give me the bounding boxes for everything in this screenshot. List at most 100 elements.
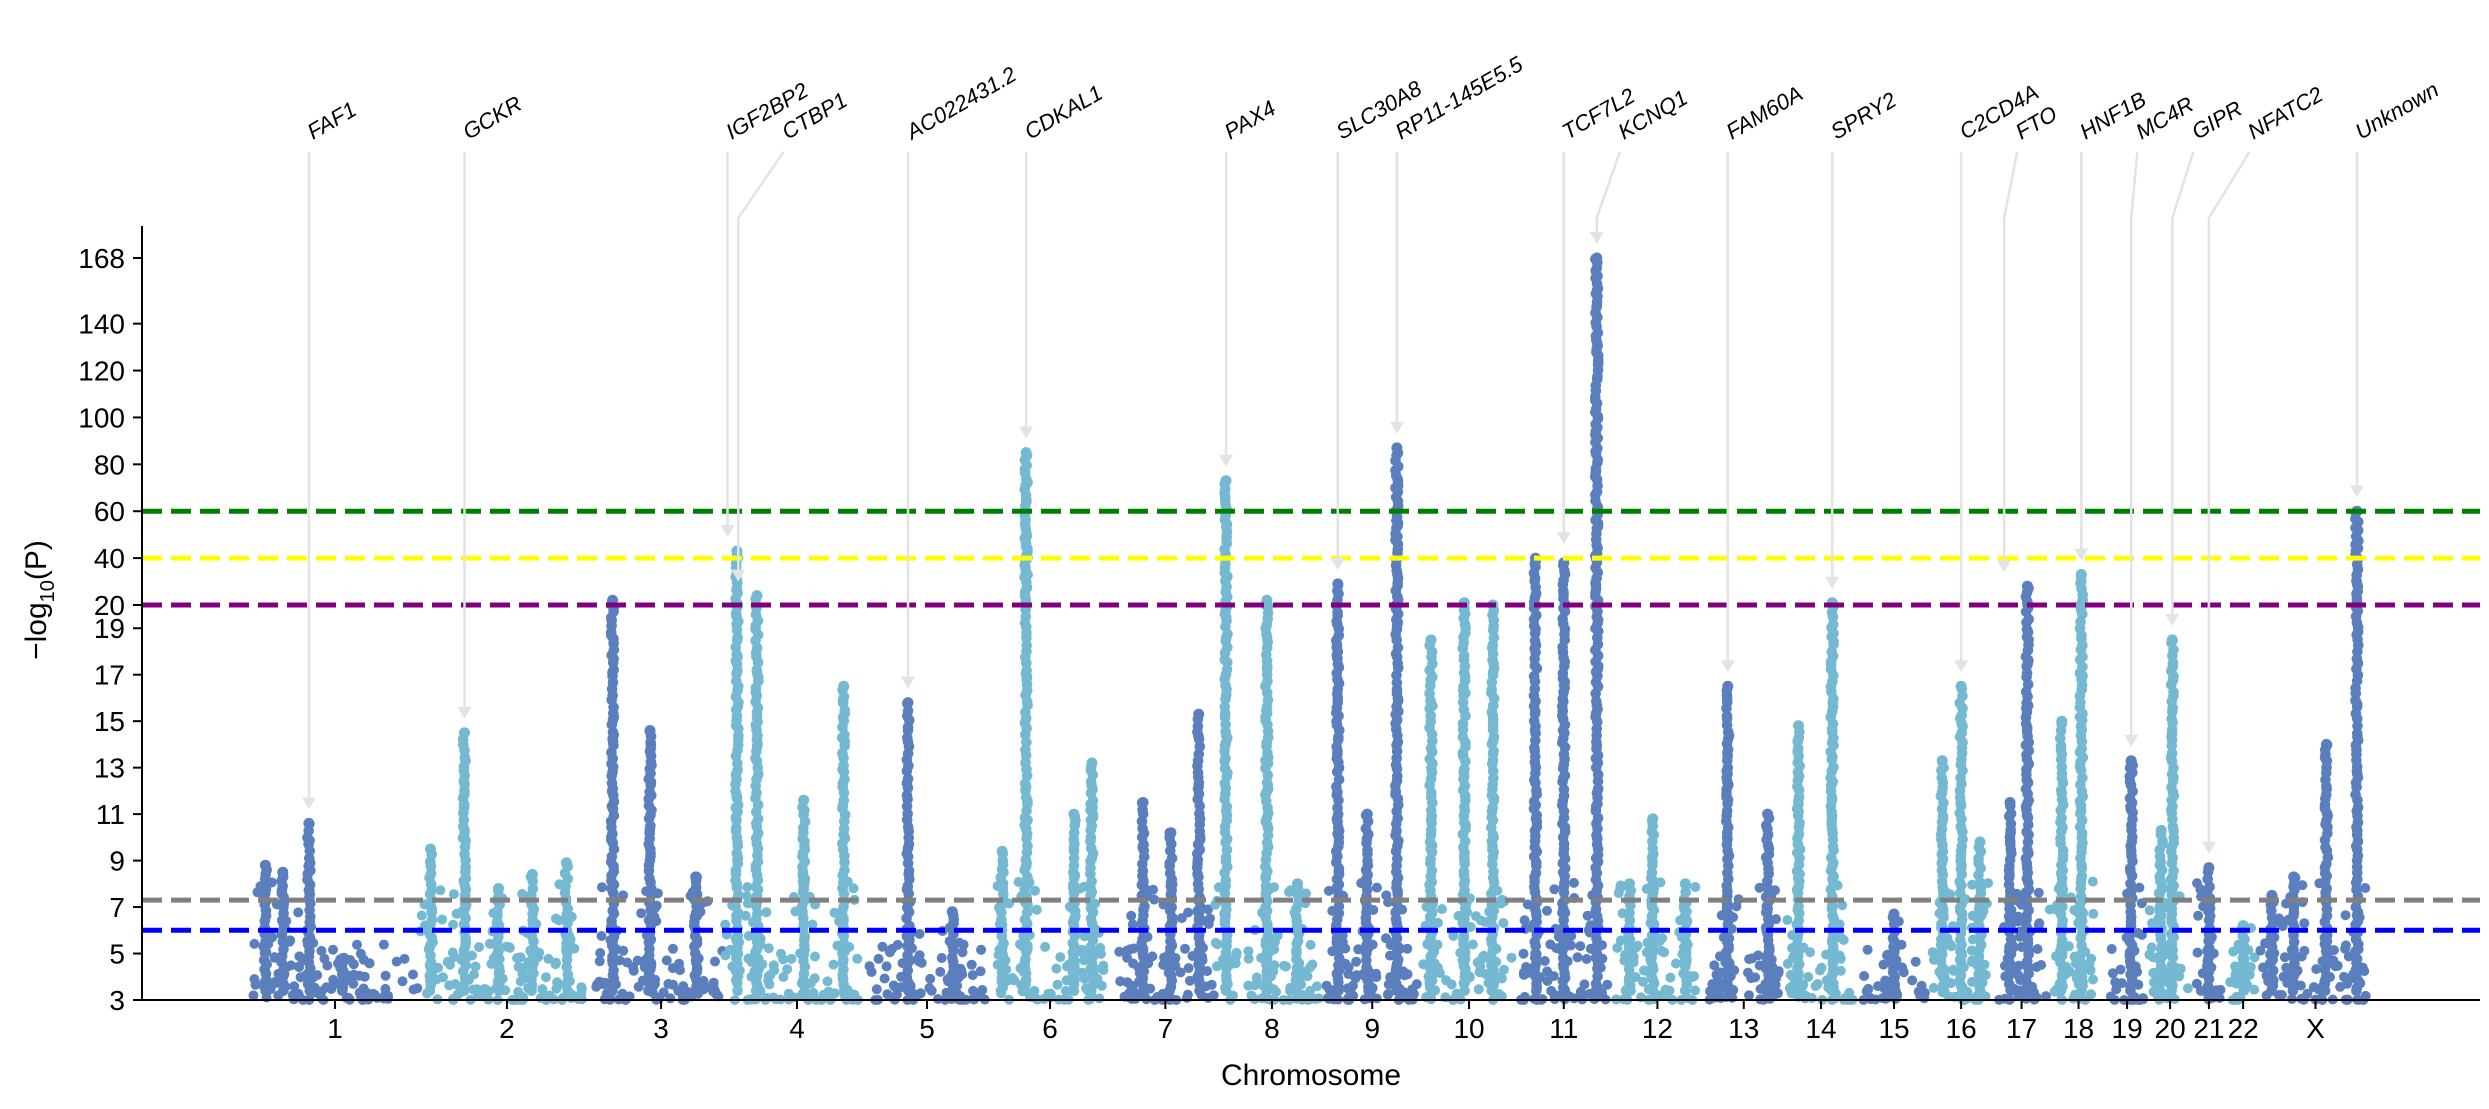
snp-point: [838, 759, 849, 771]
chromosome-8-points: [1210, 475, 1324, 1005]
snp-point: [2288, 904, 2299, 915]
snp-point: [1519, 915, 1530, 926]
annotation-arrow-head: [301, 797, 316, 810]
snp-point: [1136, 938, 1147, 949]
snp-point: [1690, 882, 1701, 892]
snp-point: [1575, 986, 1586, 997]
snp-point: [1263, 924, 1274, 934]
snp-point: [1002, 975, 1013, 986]
snp-point: [1213, 882, 1224, 893]
snp-point: [727, 900, 738, 911]
snp-point: [1069, 979, 1080, 990]
snp-point: [2033, 887, 2044, 898]
snp-point: [1246, 990, 1257, 1001]
snp-point: [957, 947, 968, 958]
snp-point: [333, 978, 344, 989]
snp-point: [1305, 962, 1316, 973]
snp-point: [944, 936, 955, 947]
snp-point: [2230, 969, 2241, 980]
snp-point: [1529, 683, 1541, 695]
annotation-connector: [737, 151, 785, 572]
y-tick-label: 7: [109, 892, 125, 923]
snp-point: [391, 956, 402, 967]
snp-point: [1068, 953, 1079, 964]
snp-point: [1079, 881, 1090, 892]
snp-point: [2057, 946, 2068, 957]
peak-top-point: [1391, 442, 1403, 454]
annotation-arrow-head: [1997, 560, 2012, 573]
snp-point: [346, 975, 356, 986]
y-axis-title: −log10(P): [20, 540, 59, 660]
gene-label: NFATC2: [2243, 82, 2327, 145]
snp-point: [1498, 918, 1509, 928]
snp-point: [829, 907, 840, 918]
snp-point: [596, 931, 607, 941]
snp-point: [600, 977, 611, 988]
snp-point: [652, 888, 663, 899]
peak-top-point: [644, 725, 656, 736]
snp-point: [611, 979, 621, 990]
gene-label: FAF1: [303, 97, 361, 145]
snp-point: [1566, 931, 1577, 941]
snp-point: [1980, 970, 1991, 980]
snp-point: [2299, 918, 2310, 929]
snp-point: [1458, 866, 1470, 877]
snp-point: [1828, 978, 1839, 989]
peak-top-point: [493, 883, 504, 894]
snp-point: [1182, 989, 1193, 1000]
annotation-arrow-head: [901, 676, 916, 689]
chromosome-2-points: [415, 727, 587, 1005]
snp-point: [533, 951, 544, 962]
snp-point: [445, 959, 456, 970]
snp-point: [1956, 947, 1967, 958]
snp-point: [822, 976, 833, 987]
snp-point: [435, 885, 446, 896]
peak-top-point: [2288, 871, 2300, 883]
snp-point: [2204, 936, 2215, 946]
snp-point: [734, 937, 744, 948]
snp-point: [1731, 901, 1742, 912]
snp-point: [1134, 976, 1144, 987]
y-tick-label: 100: [78, 402, 125, 433]
snp-point: [741, 891, 752, 902]
y-tick-label: 20: [94, 590, 125, 621]
annotation-arrow-head: [720, 525, 735, 538]
snp-point: [1371, 993, 1382, 1004]
snp-point: [1313, 993, 1324, 1004]
snp-point: [1928, 982, 1939, 993]
snp-point: [1210, 937, 1221, 948]
snp-point: [1834, 919, 1845, 930]
snp-point: [1243, 946, 1254, 957]
snp-point: [2323, 956, 2333, 967]
snp-point: [1040, 941, 1051, 952]
snp-point: [513, 986, 524, 997]
x-tick-label: 5: [919, 1013, 935, 1044]
gene-annotation: Unknown: [2349, 77, 2443, 498]
snp-point: [1371, 882, 1382, 893]
snp-point: [954, 937, 965, 948]
snp-point: [566, 911, 577, 922]
snp-point: [491, 918, 502, 929]
snp-point: [399, 953, 410, 964]
snp-point: [1718, 932, 1729, 943]
snp-point: [1560, 956, 1571, 967]
snp-point: [1423, 971, 1434, 982]
snp-point: [1484, 906, 1495, 917]
snp-point: [2013, 911, 2024, 922]
snp-point: [2165, 938, 2176, 948]
peak-top-point: [731, 545, 743, 557]
snp-point: [1368, 905, 1379, 915]
snp-point: [541, 972, 551, 983]
snp-point: [1546, 985, 1557, 996]
snp-point: [267, 932, 278, 943]
snp-point: [1114, 946, 1125, 957]
snp-point: [2144, 949, 2155, 960]
snp-point: [515, 952, 526, 963]
snp-point: [1767, 962, 1778, 972]
snp-point: [1024, 877, 1035, 888]
snp-point: [1013, 877, 1024, 887]
snp-point: [1088, 967, 1099, 978]
snp-point: [1967, 879, 1978, 890]
snp-point: [2182, 983, 2193, 994]
data-points-layer: [248, 252, 2371, 1005]
